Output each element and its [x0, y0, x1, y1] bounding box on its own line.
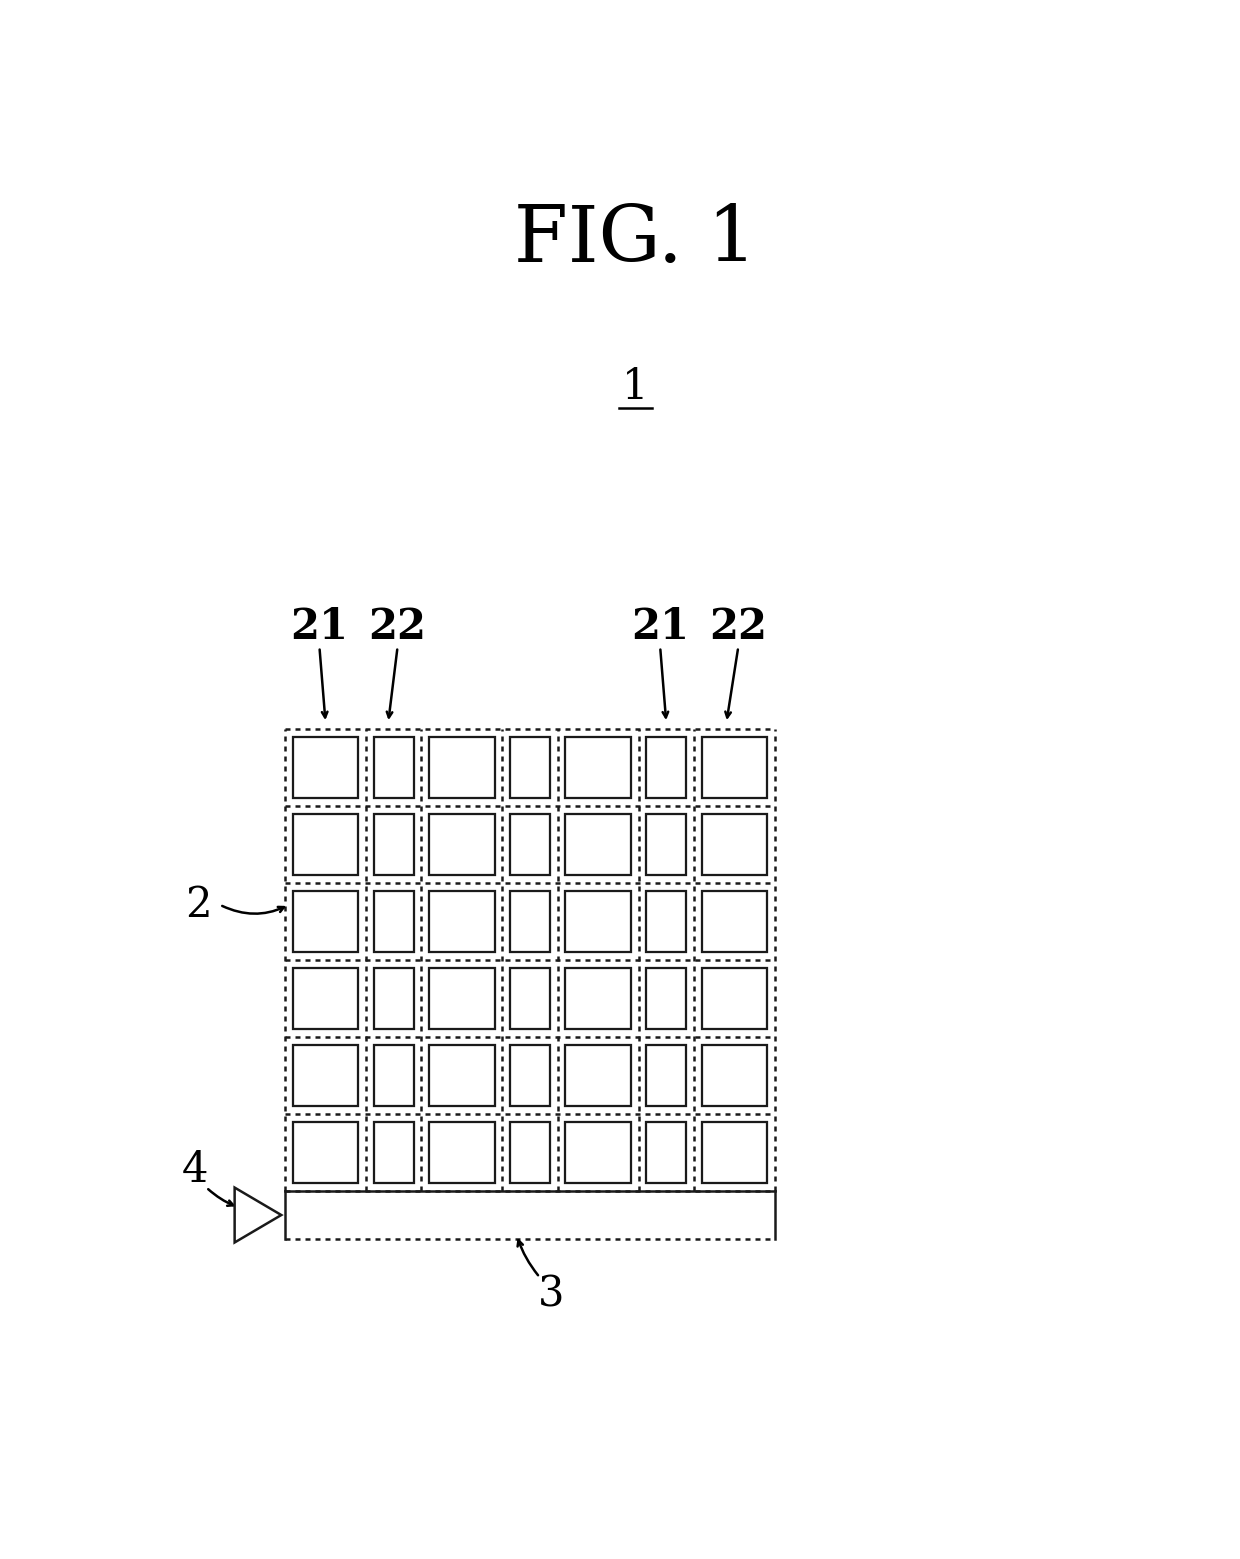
Bar	[293, 968, 358, 1029]
Text: 1: 1	[622, 365, 649, 407]
Text: 22: 22	[368, 606, 427, 647]
Bar	[429, 1122, 495, 1183]
Bar	[702, 890, 768, 953]
Bar	[429, 1045, 495, 1107]
Bar	[510, 737, 551, 798]
Bar	[702, 1045, 768, 1107]
Bar	[429, 968, 495, 1029]
Polygon shape	[234, 1188, 281, 1243]
Bar	[373, 890, 414, 953]
Bar	[293, 737, 358, 798]
Bar	[293, 1122, 358, 1183]
Bar	[565, 890, 631, 953]
Bar	[510, 1122, 551, 1183]
Bar	[429, 814, 495, 876]
Bar	[373, 1045, 414, 1107]
Bar	[565, 814, 631, 876]
Text: 3: 3	[538, 1274, 564, 1316]
Bar	[565, 737, 631, 798]
Text: FIG. 1: FIG. 1	[515, 203, 756, 278]
Bar	[510, 814, 551, 876]
Bar	[373, 968, 414, 1029]
Bar	[285, 1191, 775, 1239]
Bar	[646, 890, 686, 953]
Bar	[565, 968, 631, 1029]
Bar	[646, 1045, 686, 1107]
Bar	[702, 968, 768, 1029]
Bar	[702, 1122, 768, 1183]
Bar	[293, 1045, 358, 1107]
Bar	[510, 1045, 551, 1107]
Text: 22: 22	[709, 606, 768, 647]
Text: 21: 21	[290, 606, 348, 647]
Bar	[702, 737, 768, 798]
Bar	[646, 1122, 686, 1183]
Bar	[429, 737, 495, 798]
Text: 21: 21	[631, 606, 689, 647]
Bar	[373, 1122, 414, 1183]
Bar	[373, 814, 414, 876]
Bar	[646, 814, 686, 876]
Bar	[702, 814, 768, 876]
Text: 4: 4	[181, 1149, 208, 1191]
Bar	[293, 890, 358, 953]
Bar	[565, 1045, 631, 1107]
Bar	[646, 737, 686, 798]
Bar	[429, 890, 495, 953]
Bar	[565, 1122, 631, 1183]
Text: 2: 2	[185, 884, 212, 926]
Bar	[510, 968, 551, 1029]
Bar	[510, 890, 551, 953]
Bar	[646, 968, 686, 1029]
Bar	[293, 814, 358, 876]
Bar	[373, 737, 414, 798]
